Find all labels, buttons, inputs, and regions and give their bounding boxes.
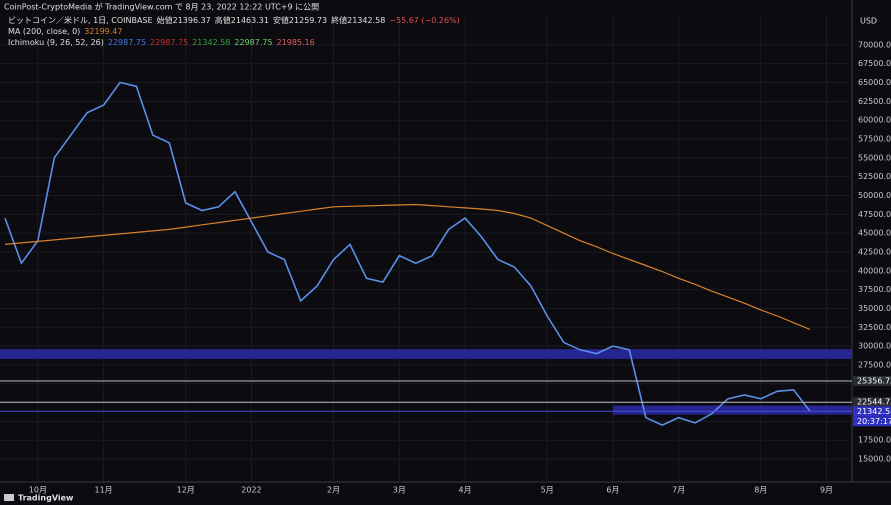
level-tag <box>853 376 891 387</box>
ohlc-reading: −55.67 (−0.26%) <box>389 16 460 25</box>
x-tick-label: 5月 <box>541 486 554 495</box>
x-tick-label: 6月 <box>606 486 619 495</box>
y-tick-label: 27500.00 <box>858 360 891 369</box>
zone <box>0 349 852 359</box>
zone <box>612 405 852 415</box>
x-tick-label: 7月 <box>672 486 685 495</box>
ohlc-reading: 始値21396.37 <box>157 15 211 25</box>
x-tick-label: 11月 <box>94 486 112 495</box>
y-tick-label: 62500.00 <box>858 97 891 106</box>
legend-name: Ichimoku (9, 26, 52, 26) <box>8 38 104 47</box>
x-tick-label: 9月 <box>820 486 833 495</box>
legend-reading: 21342.58 <box>192 38 230 47</box>
brand-logo <box>4 494 14 501</box>
series-line <box>4 203 811 331</box>
x-tick-label: 2月 <box>327 486 340 495</box>
ohlc-reading: 安値21259.73 <box>273 15 327 25</box>
legend-reading: 21985.16 <box>277 38 315 47</box>
x-tick-label: 3月 <box>393 486 406 495</box>
level-label: 22544.72 <box>857 398 891 407</box>
countdown: 20:37:17 <box>857 417 891 426</box>
y-tick-label: 65000.00 <box>858 78 891 87</box>
level-label: 21342.58 <box>857 407 891 416</box>
legend-name: MA (200, close, 0) <box>8 27 80 36</box>
level-tag <box>853 406 891 417</box>
x-tick-label: 4月 <box>458 486 471 495</box>
y-tick-label: 50000.00 <box>858 191 891 200</box>
y-tick-label: 47500.00 <box>858 210 891 219</box>
y-tick-label: 55000.00 <box>858 153 891 162</box>
series-line <box>4 81 811 426</box>
countdown-tag <box>853 416 891 427</box>
legend-reading: 22987.75 <box>234 38 272 47</box>
y-tick-label: 42500.00 <box>858 247 891 256</box>
level-label: 25356.72 <box>857 377 891 386</box>
ohlc-reading: 終値21342.58 <box>331 15 385 25</box>
y-tick-label: 45000.00 <box>858 229 891 238</box>
x-tick-label: 12月 <box>177 486 195 495</box>
x-tick-label: 10月 <box>29 486 47 495</box>
legend-row: Ichimoku (9, 26, 52, 26) 22987.75 22987.75… <box>8 38 315 47</box>
legend-row: MA (200, close, 0) 32199.47 <box>8 27 122 36</box>
x-tick-label: 2022 <box>241 486 261 495</box>
level-tag <box>853 397 891 408</box>
legend-reading: 22987.75 <box>108 38 146 47</box>
y-tick-label: 70000.00 <box>858 40 891 49</box>
legend-row: ビットコイン／米ドル, 1日, COINBASE 始値21396.37 高値2146… <box>8 15 460 25</box>
brand: TradingView <box>18 494 74 503</box>
y-tick-label: 67500.00 <box>858 59 891 68</box>
y-tick-label: 40000.00 <box>858 266 891 275</box>
y-tick-label: 32500.00 <box>858 323 891 332</box>
y-tick-label: 35000.00 <box>858 304 891 313</box>
published-note: CoinPost-CryptoMedia が TradingView.com で… <box>4 2 319 12</box>
y-unit: USD <box>860 17 877 26</box>
y-tick-label: 15000.00 <box>858 455 891 464</box>
y-tick-label: 17500.00 <box>858 436 891 445</box>
y-tick-label: 30000.00 <box>858 342 891 351</box>
legend-reading: 22987.75 <box>150 38 188 47</box>
x-tick-label: 8月 <box>754 486 767 495</box>
y-tick-label: 37500.00 <box>858 285 891 294</box>
y-tick-label: 60000.00 <box>858 116 891 125</box>
y-tick-label: 52500.00 <box>858 172 891 181</box>
legend-reading: 32199.47 <box>84 27 122 36</box>
ohlc-reading: 高値21463.31 <box>215 15 269 25</box>
y-tick-label: 57500.00 <box>858 135 891 144</box>
legend-title: ビットコイン／米ドル, 1日, COINBASE <box>8 15 153 25</box>
